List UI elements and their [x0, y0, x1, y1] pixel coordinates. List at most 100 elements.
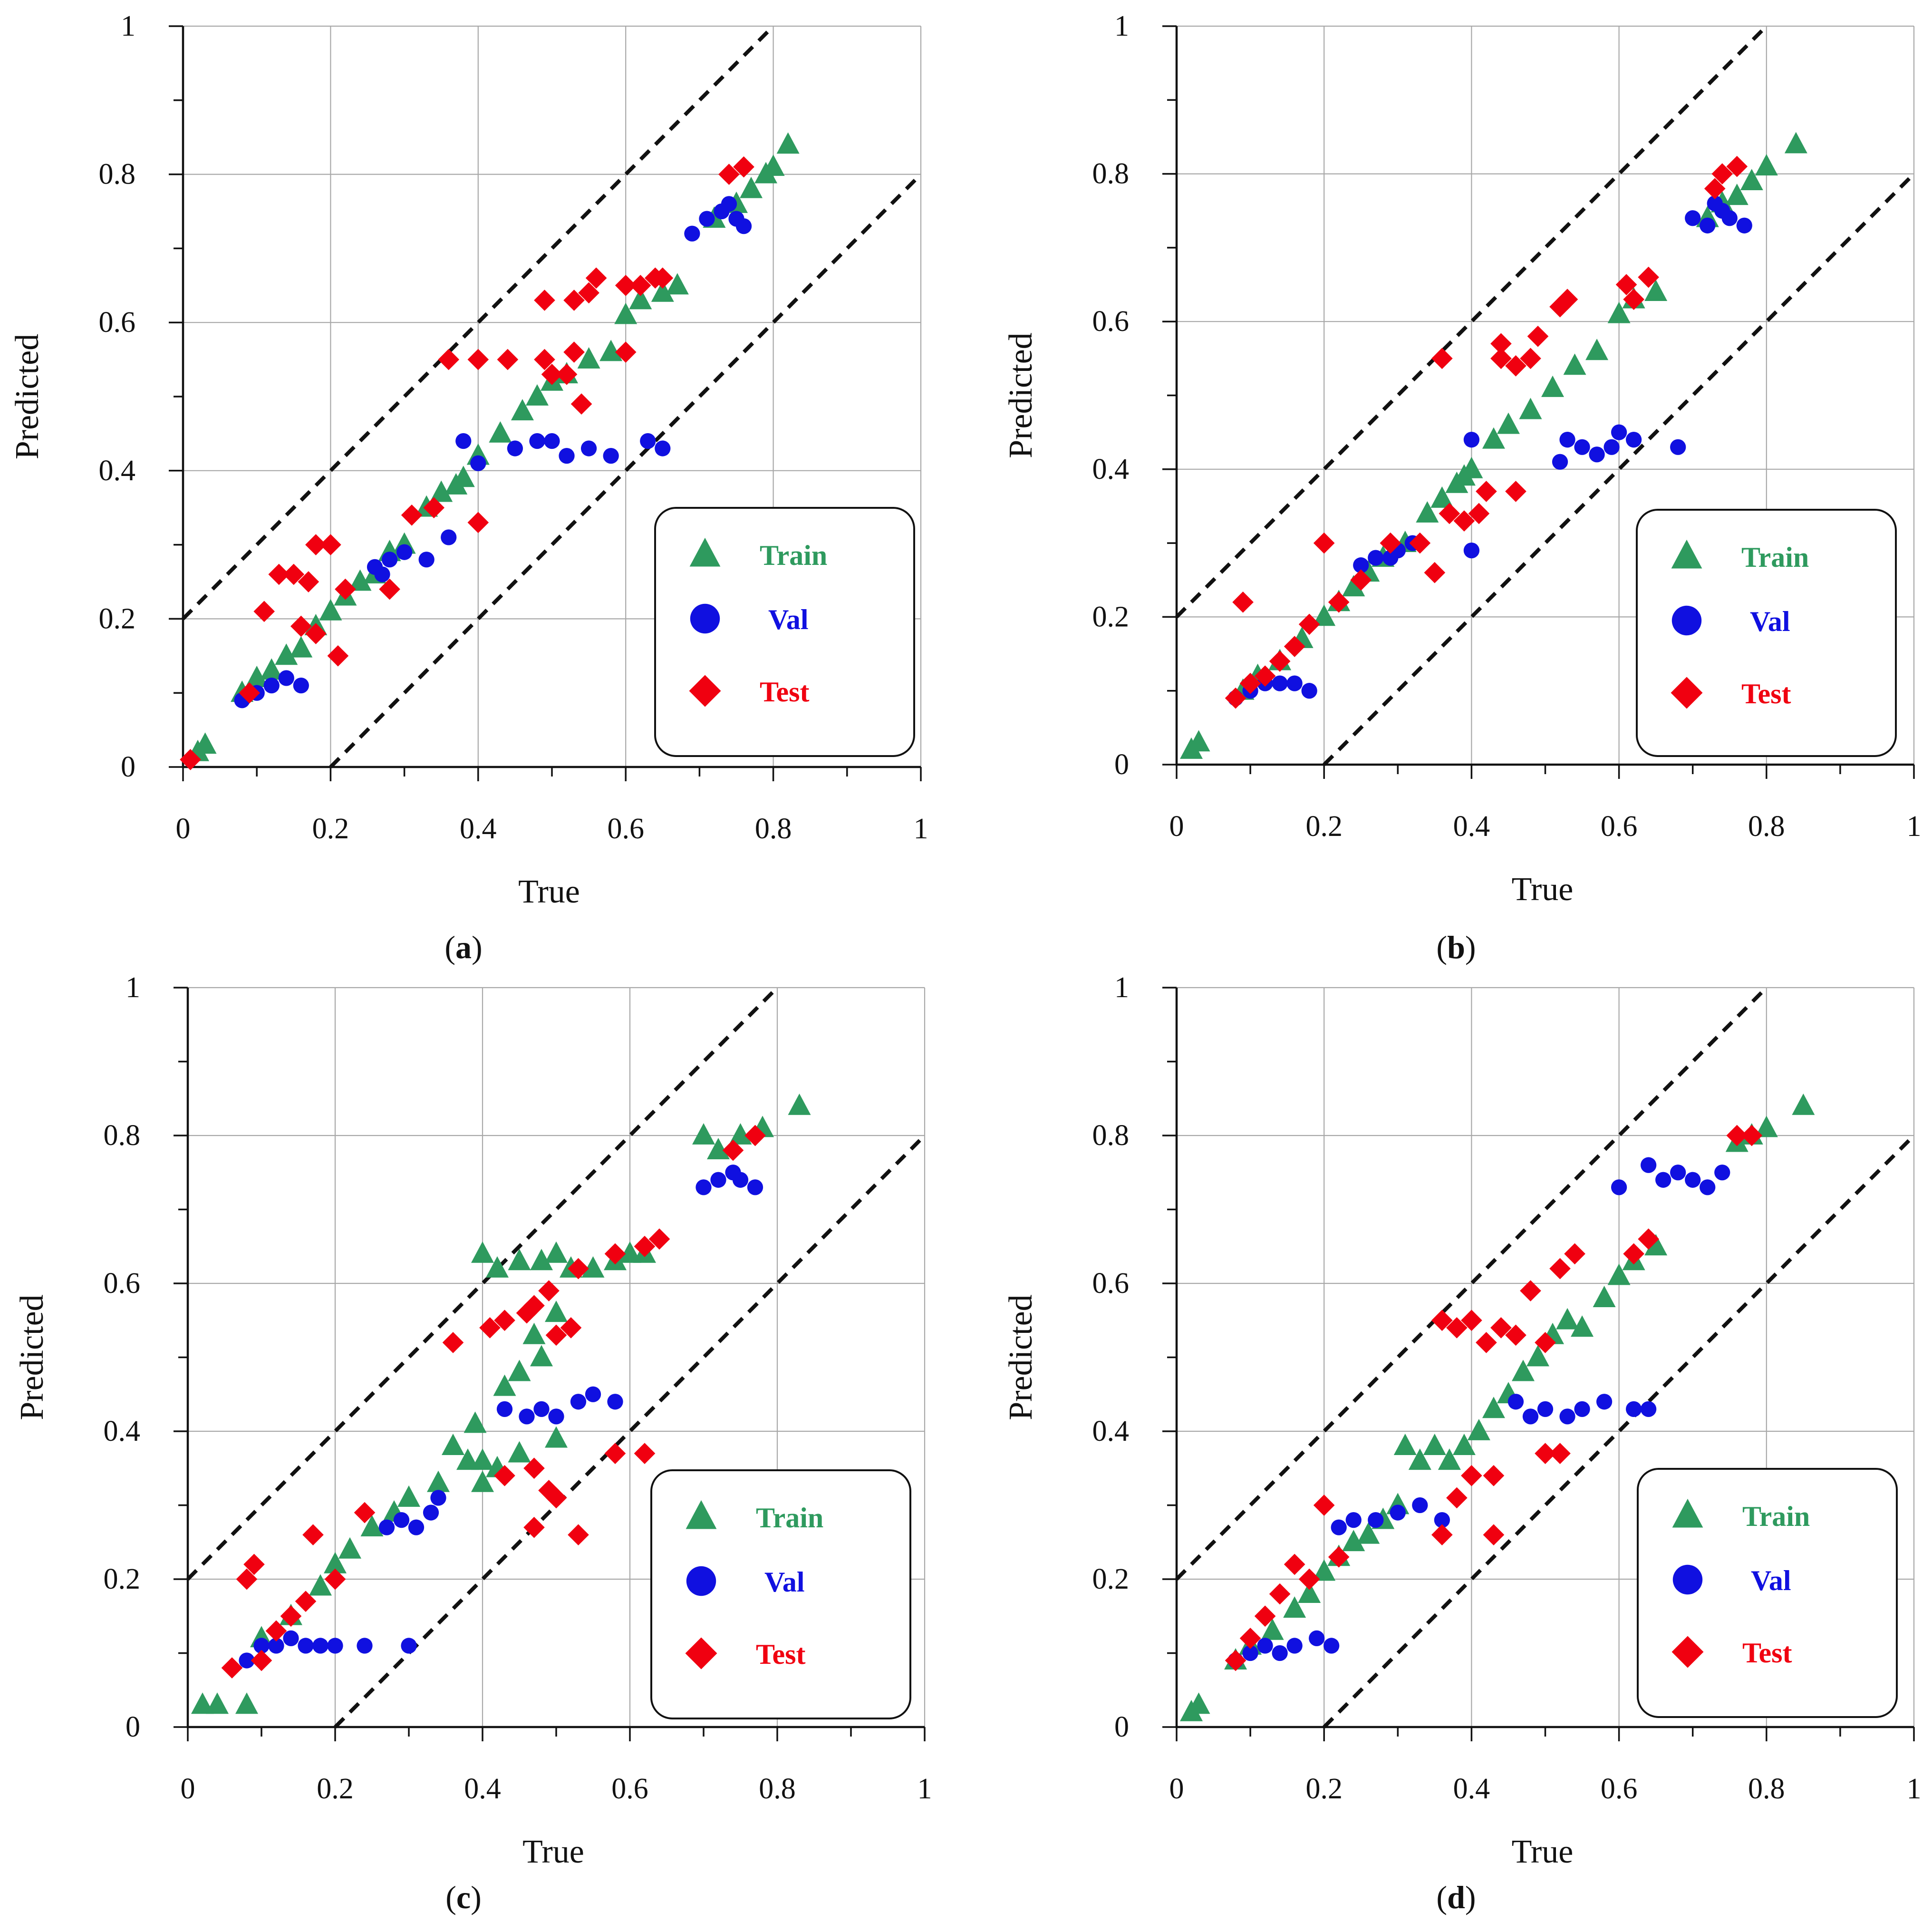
val-point [544, 433, 560, 449]
train-point [1740, 169, 1763, 191]
panel-caption: (a) [444, 929, 482, 965]
test-point [1225, 1650, 1246, 1671]
lower-error-band-line [334, 1134, 926, 1728]
y-axis-title: Predicted [1003, 1294, 1039, 1420]
test-point [1239, 1628, 1261, 1649]
panel-caption: (c) [445, 1879, 482, 1915]
val-point [1368, 1512, 1384, 1528]
val-point [401, 1638, 417, 1654]
test-point [324, 1568, 346, 1590]
train-point [290, 636, 313, 658]
legend-train-marker [1672, 1498, 1703, 1528]
y-tick-label: 0.2 [104, 1563, 141, 1595]
legend-test-label: Test [1741, 678, 1791, 709]
val-point [699, 211, 715, 227]
x-tick-label: 0.8 [759, 1773, 796, 1805]
val-point [1463, 432, 1480, 448]
legend-val-marker [1671, 605, 1702, 636]
test-point [1461, 1310, 1482, 1331]
val-point [253, 1638, 270, 1654]
train-point [206, 1692, 229, 1714]
test-point [1483, 1524, 1505, 1546]
val-point [1272, 675, 1288, 691]
y-tick-label: 0.2 [99, 602, 136, 635]
legend-test-marker [689, 675, 721, 707]
y-tick-label: 0 [1114, 1711, 1129, 1743]
test-point [1505, 1324, 1526, 1346]
test-point [438, 349, 460, 370]
test-point [534, 349, 555, 370]
panel-b: 0 0.2 0.4 0.6 0.8 1 0 0.2 0.4 0.6 0.8 1 True Predicte… [1003, 10, 1922, 965]
val-point [396, 544, 413, 560]
train-point [740, 176, 763, 198]
test-point [1269, 1583, 1291, 1605]
x-tick-label: 0.8 [1748, 810, 1785, 843]
train-point [651, 280, 674, 302]
x-tick-label: 0.6 [1601, 810, 1638, 843]
val-point [430, 1490, 446, 1506]
legend-test-marker [685, 1637, 717, 1670]
train-point [545, 1241, 568, 1263]
test-point [1431, 1524, 1453, 1546]
test-point [534, 290, 555, 311]
test-point [236, 1568, 258, 1590]
train-point [1283, 1596, 1306, 1618]
legend-test-marker [1671, 677, 1703, 709]
test-point [1298, 613, 1320, 635]
test-point [615, 274, 637, 296]
val-point [1655, 1172, 1671, 1188]
val-point [607, 1394, 623, 1410]
panel-caption: (d) [1436, 1879, 1476, 1915]
train-point [1563, 353, 1586, 375]
train-point [508, 1359, 531, 1381]
test-point [1549, 296, 1571, 318]
train-point [1571, 1315, 1594, 1337]
x-axis-title: True [518, 874, 580, 910]
val-point [684, 225, 700, 242]
test-point [467, 512, 489, 534]
test-point [1298, 1568, 1320, 1590]
val-point [1257, 1638, 1273, 1654]
test-point [1638, 266, 1659, 288]
val-point [1242, 1645, 1258, 1661]
train-point [729, 1123, 752, 1145]
y-tick-label: 0.4 [1092, 1415, 1130, 1447]
val-point [1412, 1497, 1428, 1514]
train-point [522, 1322, 546, 1344]
test-point [1284, 1553, 1305, 1575]
test-point [648, 1228, 670, 1250]
test-point [239, 682, 260, 704]
val-point [1736, 217, 1752, 233]
test-point [578, 282, 599, 304]
val-point [529, 433, 545, 449]
series-test [1225, 155, 1748, 709]
val-point [293, 677, 309, 694]
val-point [470, 455, 486, 471]
val-point [1641, 1157, 1657, 1173]
test-point [615, 341, 637, 363]
panel-caption-letter: c [456, 1879, 471, 1915]
x-tick-label: 0 [1169, 1773, 1184, 1805]
test-point [1468, 503, 1490, 524]
y-tick-label: 1 [1114, 10, 1129, 42]
test-point [298, 571, 319, 592]
train-point [1393, 1434, 1417, 1455]
train-point [471, 1448, 494, 1470]
legend: Train Val Test [1637, 1468, 1898, 1718]
panel-a: 0 0.2 0.4 0.6 0.8 1 0 0.2 0.4 0.6 0.8 1 True Predicte… [9, 10, 928, 965]
val-point [735, 218, 752, 234]
test-point [634, 1235, 656, 1257]
x-tick-label: 0.2 [312, 813, 349, 845]
train-point [614, 302, 638, 324]
test-point [1239, 672, 1261, 694]
train-point [762, 154, 785, 176]
train-point [707, 1138, 730, 1159]
val-point [239, 1652, 255, 1669]
val-point [1714, 1165, 1730, 1181]
test-point [251, 1650, 272, 1671]
test-point [467, 349, 489, 370]
x-tick-label: 0.6 [611, 1773, 648, 1805]
test-point [1350, 569, 1372, 591]
test-point [497, 349, 519, 370]
